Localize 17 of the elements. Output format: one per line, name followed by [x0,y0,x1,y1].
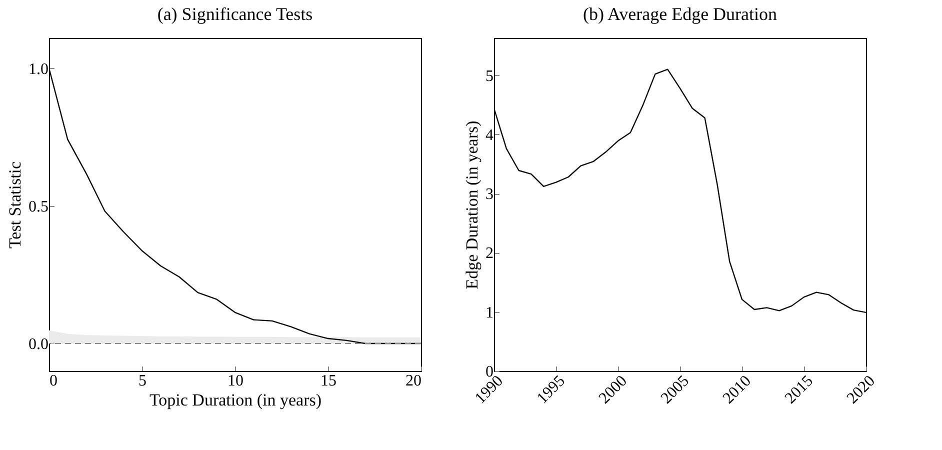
y-tick-label: 4 [486,126,494,144]
y-tick-label: 5 [486,68,494,85]
y-tick-label: 1 [486,304,494,322]
y-tick-label: 0.0 [28,336,48,353]
x-tick-label: 10 [228,372,244,390]
x-tick-label: 5 [138,372,146,390]
x-tick-label: 15 [320,372,336,390]
y-tick-label: 2 [486,245,494,262]
y-tick-label: 0.5 [28,198,48,216]
chart-title: (a) Significance Tests [157,4,313,24]
chart-title: (b) Average Edge Duration [582,4,778,24]
y-axis-title: Edge Duration (in years) [462,120,482,290]
y-tick-label: 3 [486,186,494,204]
y-axis-title: Test Statistic [6,160,24,249]
y-tick-label: 1.0 [28,60,48,78]
x-axis-title: Topic Duration (in years) [149,390,322,410]
x-tick-label: 20 [406,372,422,390]
